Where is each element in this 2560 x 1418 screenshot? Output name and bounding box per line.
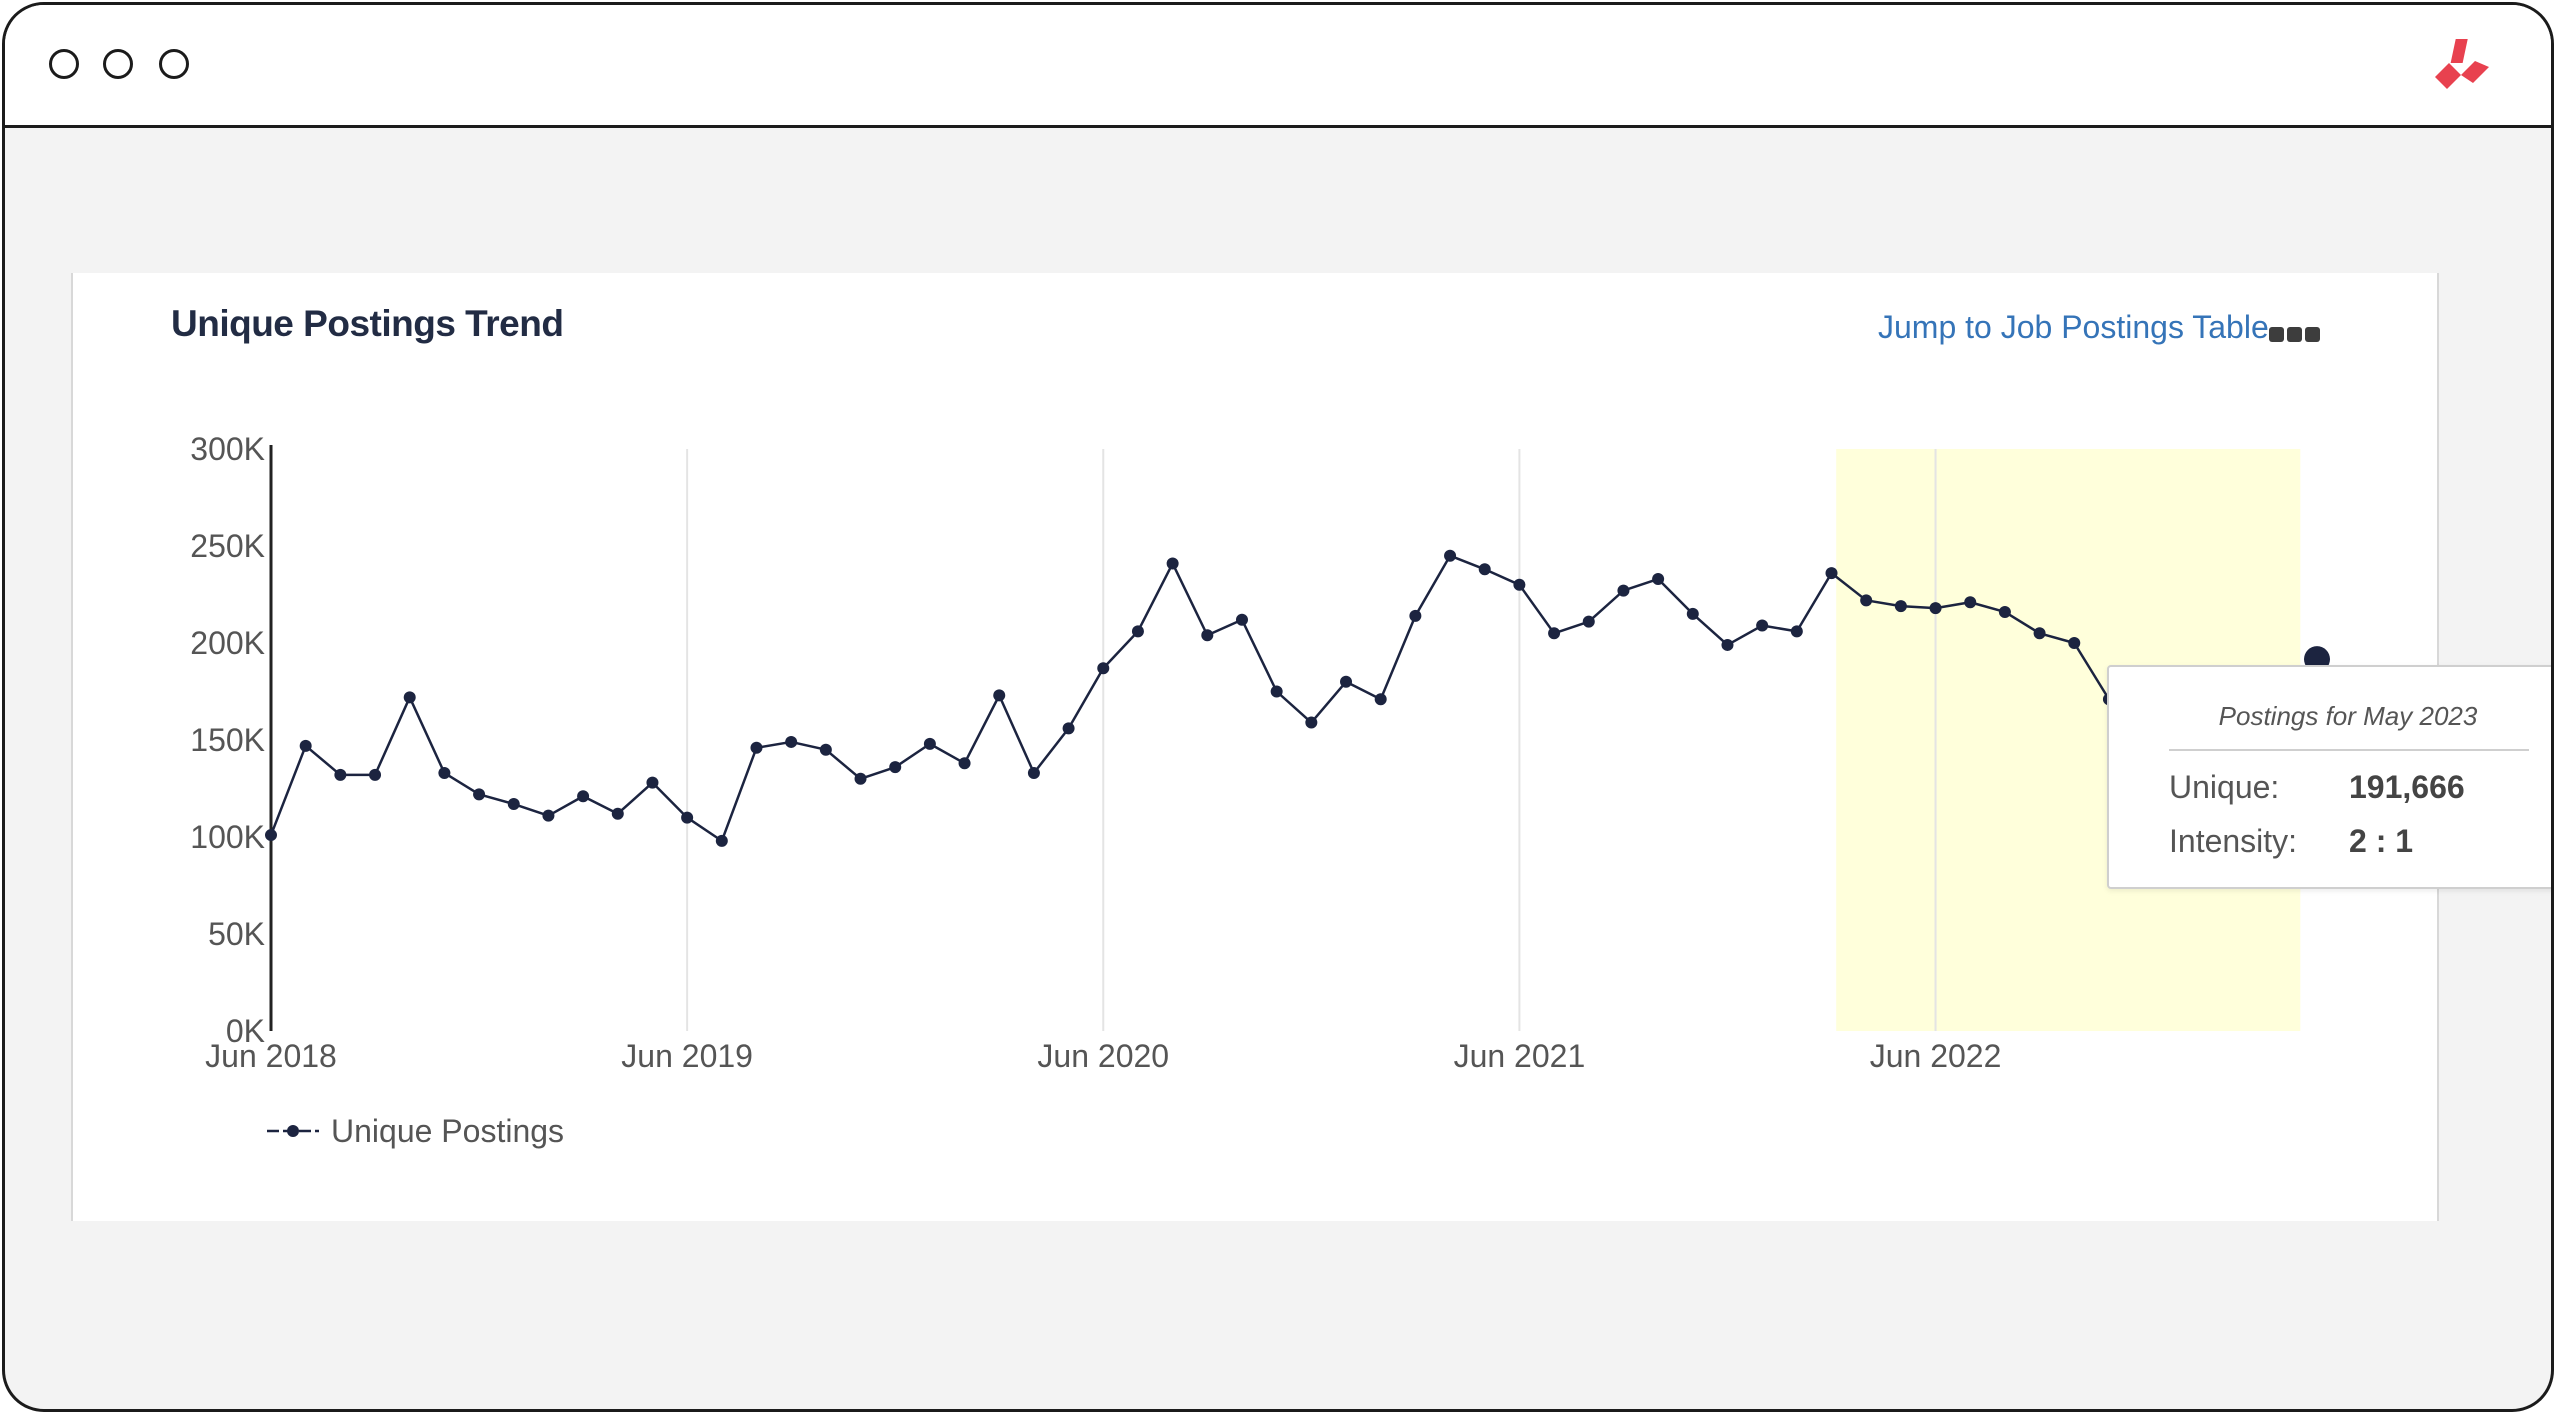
y-tick-label: 200K <box>190 625 265 661</box>
data-point <box>1340 675 1353 688</box>
legend-series-icon <box>267 1125 319 1137</box>
chart-legend[interactable]: Unique Postings <box>267 1111 564 1151</box>
data-point <box>1027 766 1040 779</box>
data-point <box>507 798 520 811</box>
card-title: Unique Postings Trend <box>171 303 564 344</box>
data-point <box>403 691 416 704</box>
data-point <box>1097 662 1110 675</box>
data-point <box>1444 549 1457 562</box>
x-tick-label: Jun 2021 <box>1454 1038 1586 1074</box>
data-point <box>1201 629 1214 642</box>
data-point <box>1166 557 1179 570</box>
y-tick-label: 0K <box>226 1013 265 1049</box>
data-point <box>750 741 763 754</box>
data-point <box>577 790 590 803</box>
data-point <box>542 809 555 822</box>
data-point <box>889 761 902 774</box>
data-point <box>1790 625 1803 638</box>
data-point <box>334 768 347 781</box>
y-tick-label: 50K <box>208 916 265 952</box>
data-point <box>993 689 1006 702</box>
data-point <box>1478 563 1491 576</box>
postings-line-chart: Jun 2018 Jun 2019 Jun 2020 Jun 2021 Jun 2022… <box>190 431 2330 1074</box>
y-tick-label: 100K <box>190 819 265 855</box>
brand-logo-icon <box>2435 39 2489 89</box>
data-point <box>958 757 971 770</box>
postings-trend-card: Unique Postings Trend Jump to Job Postin… <box>71 273 2551 1221</box>
data-point <box>1860 594 1873 607</box>
tooltip-title: Postings for May 2023 <box>2218 701 2478 731</box>
data-point <box>1548 627 1561 640</box>
more-options-icon[interactable] <box>2269 327 2327 345</box>
tooltip-unique-value: 191,666 <box>2349 769 2465 805</box>
data-point <box>681 811 694 824</box>
window-maximize-button[interactable] <box>159 49 189 79</box>
data-point <box>1235 613 1248 626</box>
x-tick-label: Jun 2020 <box>1037 1038 1169 1074</box>
data-point <box>646 776 659 789</box>
data-point <box>819 743 832 756</box>
tooltip-intensity-label: Intensity: <box>2169 823 2298 859</box>
chart-tooltip: Postings for May 2023 Unique: 191,666 In… <box>2107 665 2551 889</box>
data-point <box>2068 637 2081 649</box>
y-tick-label: 150K <box>190 722 265 758</box>
data-point <box>611 807 624 820</box>
x-tick-label: Jun 2019 <box>621 1038 753 1074</box>
data-point <box>299 739 312 752</box>
data-point <box>1652 572 1665 585</box>
data-point <box>785 735 798 748</box>
legend-label: Unique Postings <box>331 1112 565 1149</box>
y-tick-label: 250K <box>190 528 265 564</box>
y-tick-label: 300K <box>190 431 265 467</box>
data-point <box>473 788 486 801</box>
tooltip-intensity-value: 2 : 1 <box>2349 823 2414 859</box>
series-line <box>269 554 2318 843</box>
data-point <box>923 737 936 750</box>
data-point <box>715 834 728 847</box>
tooltip-divider <box>2169 749 2529 751</box>
window-minimize-button[interactable] <box>103 49 133 79</box>
jump-to-table-link[interactable]: Jump to Job Postings Table <box>1878 309 2269 345</box>
data-point <box>1513 578 1526 591</box>
data-point <box>1131 625 1144 638</box>
data-point <box>1894 600 1907 613</box>
data-point <box>2033 627 2046 640</box>
data-point <box>1617 584 1630 597</box>
data-point <box>1825 567 1838 580</box>
data-point <box>854 772 867 785</box>
data-point <box>1305 716 1318 729</box>
data-point <box>1409 609 1422 622</box>
data-point <box>1756 619 1769 632</box>
data-point <box>1374 693 1387 706</box>
window-close-button[interactable] <box>49 49 79 79</box>
x-tick-label: Jun 2022 <box>1870 1038 2002 1074</box>
data-point <box>438 766 451 779</box>
data-point <box>1582 615 1595 628</box>
data-point <box>1998 605 2011 618</box>
data-point <box>1964 596 1977 609</box>
data-point <box>1686 607 1699 620</box>
data-point <box>1721 638 1734 651</box>
data-point <box>1929 602 1942 615</box>
tooltip-unique-label: Unique: <box>2169 769 2280 805</box>
x-tick-label: Jun 2018 <box>205 1038 337 1074</box>
browser-titlebar <box>5 5 2551 128</box>
data-point <box>1062 722 1075 735</box>
data-point <box>265 829 277 842</box>
data-point <box>1270 685 1283 698</box>
data-point <box>369 768 382 781</box>
